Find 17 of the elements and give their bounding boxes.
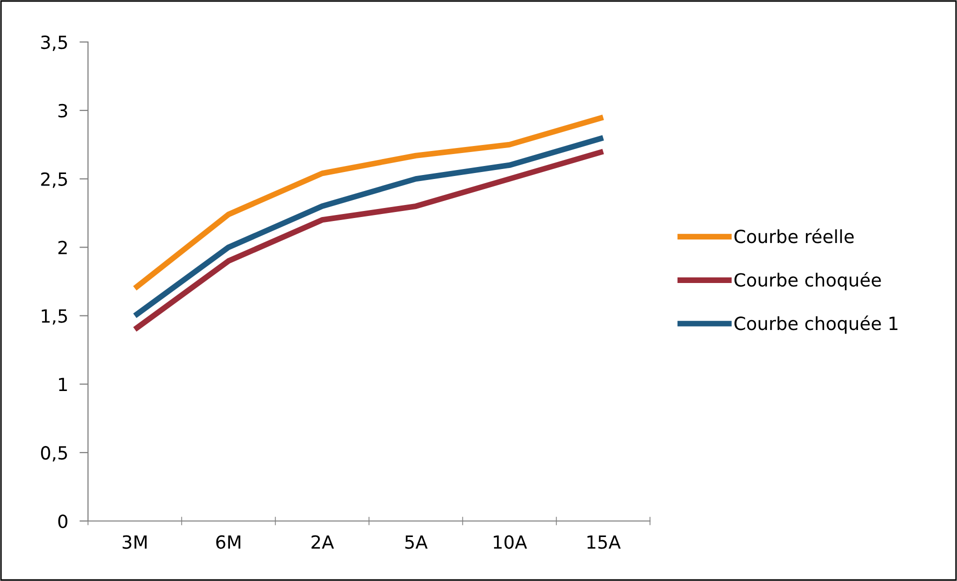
x-tick-label: 15A <box>587 535 621 549</box>
x-tick-label: 6M <box>216 535 240 549</box>
y-tick-label: 3 <box>58 104 68 118</box>
x-tick-label: 5A <box>405 535 428 549</box>
legend-label: Courbe choquée 1 <box>734 316 898 334</box>
x-tick-label: 3M <box>122 535 147 549</box>
y-tick-label: 3,5 <box>41 35 67 51</box>
legend-label: Courbe réelle <box>734 228 854 244</box>
y-tick-label: 1,5 <box>42 309 67 325</box>
x-tick-label: 2A <box>312 535 334 549</box>
y-tick-label: 2,5 <box>41 172 67 188</box>
legend-label: Courbe choquée <box>734 272 881 290</box>
y-tick-label: 0 <box>58 514 68 528</box>
y-tick-label: 2 <box>58 240 67 254</box>
y-tick-label: 1 <box>59 378 67 392</box>
x-tick-label: 10A <box>494 535 528 549</box>
y-tick-label: 0,5 <box>41 446 67 462</box>
